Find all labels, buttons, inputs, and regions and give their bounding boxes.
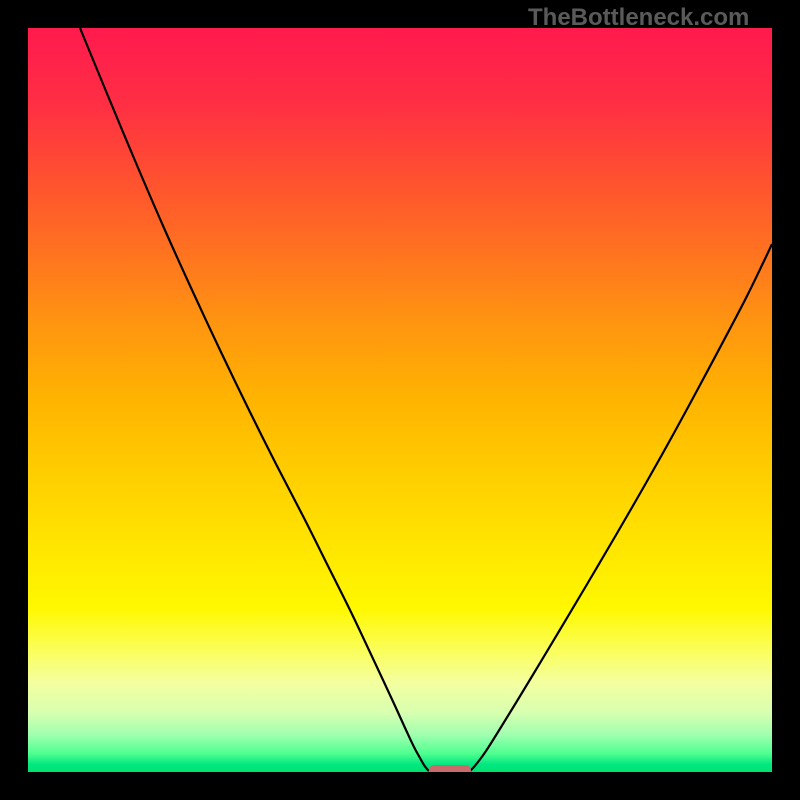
plot-area — [28, 28, 772, 772]
watermark-text: TheBottleneck.com — [528, 4, 749, 32]
bottleneck-marker — [429, 765, 471, 772]
chart-container: TheBottleneck.com — [0, 0, 800, 800]
right-curve — [470, 244, 772, 771]
left-curve — [80, 28, 429, 771]
curve-layer — [28, 28, 772, 772]
